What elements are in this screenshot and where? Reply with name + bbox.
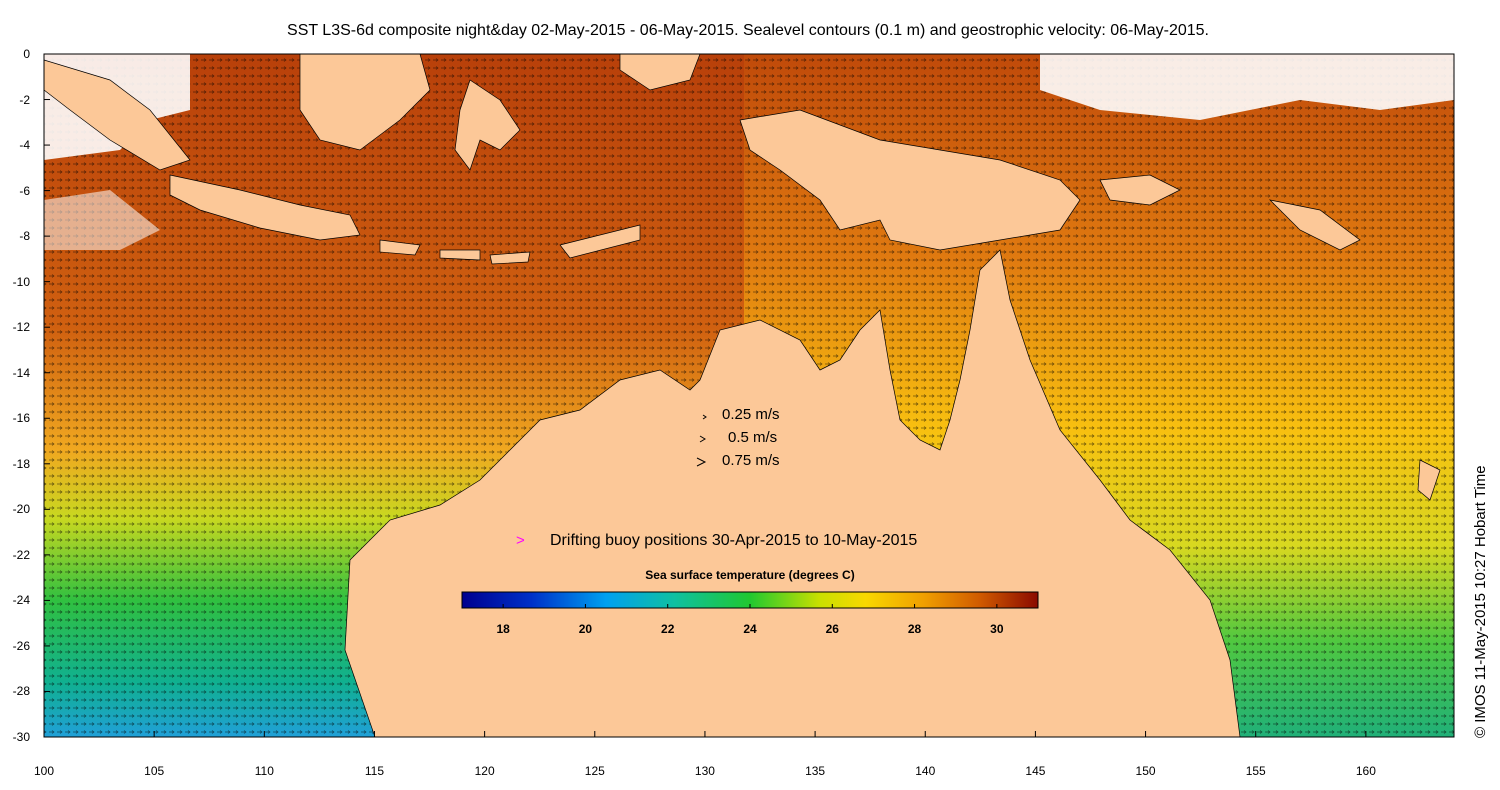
arrow-0.75 (696, 457, 707, 467)
y-tick-label: -28 (12, 684, 30, 699)
y-tick-label: -14 (12, 365, 30, 380)
x-tick-label: 135 (805, 764, 826, 778)
x-tick-label: 100 (33, 764, 55, 778)
sulawesi-land (454, 79, 521, 171)
arrow-0.5 (699, 435, 706, 443)
x-tick-label: 155 (1245, 764, 1266, 778)
new-guinea-land (739, 109, 1081, 251)
colorbar-tick-label: 18 (496, 622, 510, 636)
java-land (169, 174, 361, 241)
colorbar (461, 591, 1039, 609)
credit-text: © IMOS 11-May-2015 10:27 Hobart Time (1472, 465, 1489, 738)
x-tick-label: 105 (144, 764, 165, 778)
colorbar-tick-label: 22 (661, 622, 675, 636)
buoy-marker-icon: > (516, 532, 525, 549)
x-tick-label: 130 (694, 764, 715, 778)
velocity-legend-label-3: 0.75 m/s (722, 452, 780, 469)
y-tick-label: -6 (19, 183, 30, 198)
sumatra-land (43, 59, 191, 171)
x-tick-label: 145 (1025, 764, 1046, 778)
x-tick-label: 120 (474, 764, 495, 778)
y-tick-label: -2 (19, 92, 30, 107)
map-title: SST L3S-6d composite night&day 02-May-20… (287, 22, 1209, 39)
colorbar-tick-label: 26 (825, 622, 839, 636)
colorbar-tick-label: 28 (907, 622, 922, 636)
y-tick-label: -30 (12, 730, 30, 744)
y-tick-label: -26 (12, 638, 30, 653)
y-tick-label: -18 (12, 456, 30, 471)
colorbar-title: Sea surface temperature (degrees C) (645, 568, 855, 582)
buoy-legend-label: Drifting buoy positions 30-Apr-2015 to 1… (550, 532, 918, 549)
y-tick-label: -20 (12, 502, 30, 517)
colorbar-tick-label: 30 (990, 622, 1004, 636)
x-tick-label: 125 (584, 764, 605, 778)
borneo-land (299, 53, 431, 151)
land (43, 53, 1441, 738)
x-tick-label: 140 (915, 764, 936, 778)
velocity-legend-label-1: 0.25 m/s (722, 406, 780, 423)
y-tick-label: -24 (12, 593, 30, 608)
velocity-legend-label-2: 0.5 m/s (728, 429, 778, 446)
x-tick-label: 150 (1135, 764, 1156, 778)
x-tick-label: 110 (254, 764, 274, 778)
colorbar-tick-label: 24 (743, 622, 757, 636)
y-tick-label: -8 (19, 229, 30, 244)
y-tick-label: 0 (23, 47, 30, 61)
y-tick-label: -10 (12, 274, 30, 289)
y-tick-label: -16 (12, 411, 30, 426)
y-tick-label: -4 (19, 138, 30, 153)
arrow-0.25 (702, 414, 707, 420)
colorbar-tick-label: 20 (578, 622, 593, 636)
y-tick-label: -12 (12, 320, 30, 335)
velocity-legend-arrows (696, 414, 707, 467)
australia-land (344, 249, 1241, 738)
x-tick-label: 115 (364, 764, 385, 778)
map-frame (43, 53, 1455, 738)
x-tick-label: 160 (1355, 764, 1376, 778)
y-tick-label: -22 (12, 547, 30, 562)
